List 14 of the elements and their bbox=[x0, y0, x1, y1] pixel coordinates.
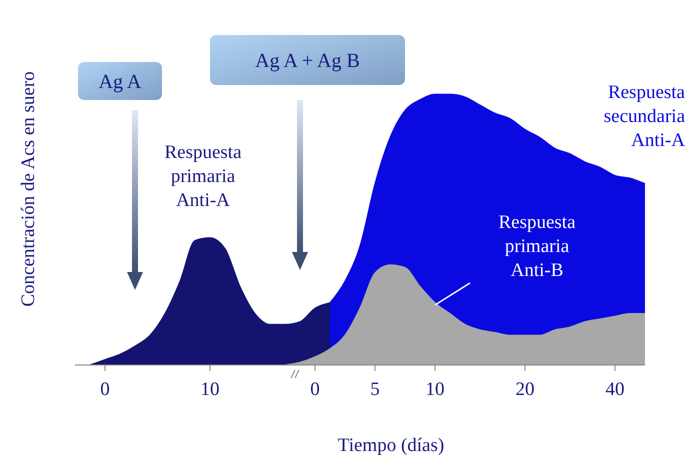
x-tick-label: 0 bbox=[310, 379, 320, 400]
x-tick-label: 10 bbox=[426, 379, 444, 400]
x-axis-title: Tiempo (días) bbox=[338, 435, 444, 456]
y-axis-title: Concentración de Acs en suero bbox=[18, 71, 39, 307]
text: Ag A bbox=[98, 71, 142, 93]
text: Ag A + Ag B bbox=[255, 50, 360, 72]
x-tick-label: 40 bbox=[606, 379, 624, 400]
x-tick-label: 0 bbox=[100, 379, 110, 400]
x-tick-label: 5 bbox=[370, 379, 380, 400]
text: Respuesta primaria Anti-A bbox=[164, 142, 242, 211]
series-label: Respuesta secundaria Anti-A bbox=[604, 82, 686, 151]
x-tick-label: 20 bbox=[516, 379, 534, 400]
x-tick-label: 10 bbox=[200, 379, 220, 400]
text: Respuesta primaria Anti-B bbox=[498, 212, 576, 281]
